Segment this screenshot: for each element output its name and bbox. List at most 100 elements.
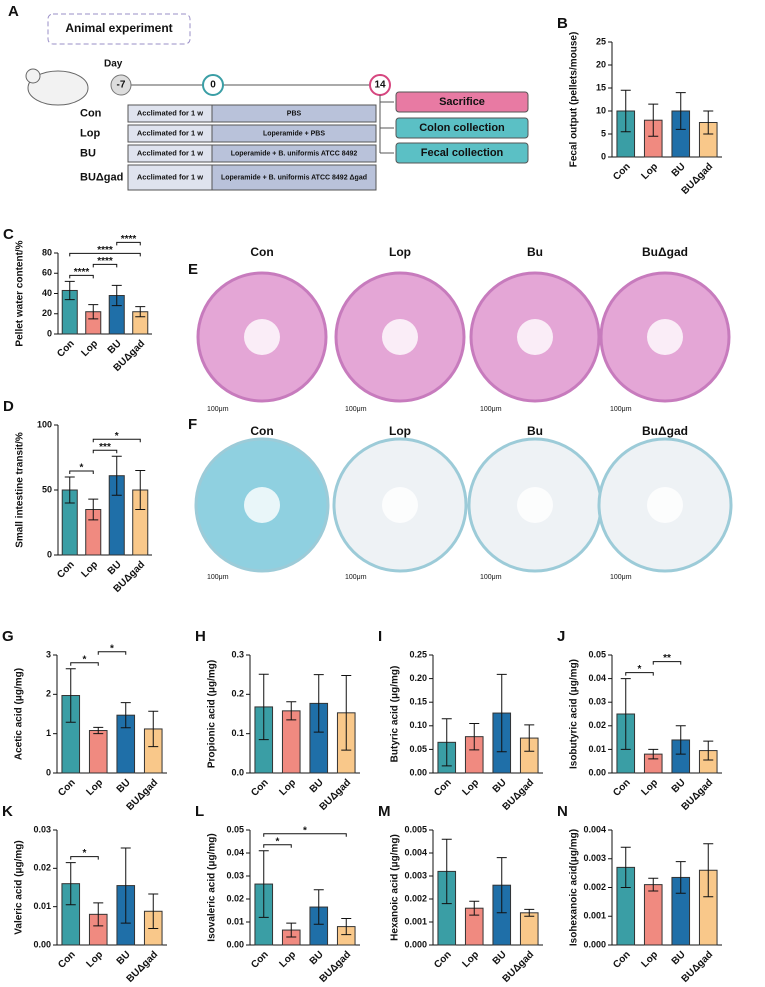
error-bar — [703, 740, 714, 761]
x-tick-label: Con — [55, 559, 77, 581]
y-tick-label: 0.003 — [404, 870, 427, 880]
treatment: Loperamide + B. uniformis ATCC 8492 Δgad — [221, 174, 367, 181]
x-tick-label: BU — [308, 777, 326, 795]
image-title: Bu — [527, 245, 543, 259]
error-bar — [313, 889, 324, 925]
y-tick-label: 0.04 — [588, 673, 606, 683]
panel-label: F — [188, 416, 197, 433]
acclimation-box — [127, 164, 213, 191]
day: -7 — [117, 80, 126, 91]
y-tick-label: 0.01 — [588, 744, 606, 754]
outcome-box — [395, 91, 529, 113]
treatment: Loperamide + B. uniformis ATCC 8492 — [231, 150, 358, 157]
y-tick-label: 0.1 — [231, 728, 244, 738]
significance-bracket — [116, 241, 141, 246]
error-bar — [441, 838, 452, 905]
error-bar — [469, 722, 480, 751]
panel-label: C — [3, 226, 14, 243]
error-bar — [64, 476, 75, 504]
error-bar — [341, 674, 352, 751]
x-tick-label: Con — [249, 777, 271, 799]
y-tick-label: 0.004 — [583, 824, 606, 834]
bar — [88, 730, 108, 774]
error-bar — [258, 850, 269, 918]
y-tick-label: 0.05 — [409, 744, 427, 754]
x-tick-label: BU — [670, 777, 688, 795]
tissue-lumen — [517, 319, 553, 355]
y-tick-label: 0.002 — [583, 882, 606, 892]
error-bar — [135, 470, 146, 510]
group-name: Lop — [80, 127, 100, 139]
significance-bracket — [92, 449, 118, 454]
panel-a: A Animal experiment Day -7 0 14 Sacrific… — [8, 3, 529, 191]
error-bar — [120, 702, 131, 729]
panel-label: N — [557, 803, 568, 820]
y-tick-label: 0.001 — [404, 916, 427, 926]
significance-label: * — [83, 654, 87, 665]
tissue-lumen — [244, 487, 280, 523]
y-tick-label: 0.25 — [409, 649, 427, 659]
error-bar — [648, 748, 659, 760]
group-name: BU — [80, 147, 96, 159]
y-tick-label: 0.01 — [226, 916, 244, 926]
tissue-lumen — [517, 487, 553, 523]
y-axis-label: Acetic acid (μg/mg) — [14, 668, 25, 760]
x-tick-label: Con — [249, 949, 271, 971]
panel-label: D — [3, 398, 14, 415]
treatment: Loperamide + PBS — [263, 130, 325, 137]
y-tick-label: 20 — [42, 308, 52, 318]
x-tick-label: BU — [115, 949, 133, 967]
error-bar — [648, 877, 659, 892]
significance-label: * — [638, 664, 642, 675]
histology-panels: E Con 100μm Lop 100μm Bu 100μm BuΔgad 100μm F Con 1… — [188, 245, 733, 581]
significance-label: * — [303, 825, 307, 836]
significance-label: ** — [663, 653, 671, 664]
image-title: Lop — [389, 424, 411, 438]
title-box — [47, 13, 191, 45]
x-tick-label: BU — [106, 559, 124, 577]
error-bar — [286, 922, 297, 938]
y-tick-label: 0.20 — [409, 673, 427, 683]
panel-label: L — [195, 803, 204, 820]
x-tick-label: Lop — [461, 949, 482, 970]
error-bar — [111, 455, 122, 496]
treatment-box — [211, 164, 377, 191]
panel-label: E — [188, 261, 198, 278]
y-tick-label: 2 — [46, 689, 51, 699]
tissue-lumen — [647, 319, 683, 355]
image-title: Con — [250, 424, 273, 438]
y-tick-label: 0.000 — [583, 939, 606, 949]
x-tick-label: BU — [670, 161, 688, 179]
error-bar — [65, 668, 76, 723]
y-tick-label: 0.01 — [33, 901, 51, 911]
x-tick-label: Lop — [461, 777, 482, 798]
significance-bracket — [92, 438, 141, 443]
x-tick-label: BU — [115, 777, 133, 795]
image-title: Lop — [389, 245, 411, 259]
y-tick-label: 0.02 — [226, 893, 244, 903]
y-tick-label: 0.004 — [404, 847, 427, 857]
treatment-box — [211, 104, 377, 123]
error-bar — [524, 908, 535, 917]
outcome: Sacrifice — [439, 96, 485, 108]
x-tick-label: Con — [432, 777, 454, 799]
y-tick-label: 0.00 — [409, 767, 427, 777]
diagram-title: Animal experiment — [65, 21, 172, 35]
y-tick-label: 0.000 — [404, 939, 427, 949]
y-axis-label: Hexanoic acid (μg/mg) — [390, 834, 401, 941]
x-tick-label: BU — [491, 777, 509, 795]
error-bar — [675, 725, 686, 755]
x-tick-label: Con — [56, 949, 78, 971]
y-axis-label: Isohexanoic acid(μg/mg) — [569, 829, 580, 946]
day-marker — [202, 74, 224, 96]
y-tick-label: 5 — [601, 128, 606, 138]
y-tick-label: 0.05 — [588, 649, 606, 659]
image-title: Bu — [527, 424, 543, 438]
error-bar — [524, 724, 535, 752]
error-bar — [469, 900, 480, 916]
y-tick-label: 0.3 — [231, 649, 244, 659]
treatment-box — [211, 144, 377, 163]
day: 14 — [374, 80, 386, 91]
x-tick-label: Lop — [640, 777, 661, 798]
